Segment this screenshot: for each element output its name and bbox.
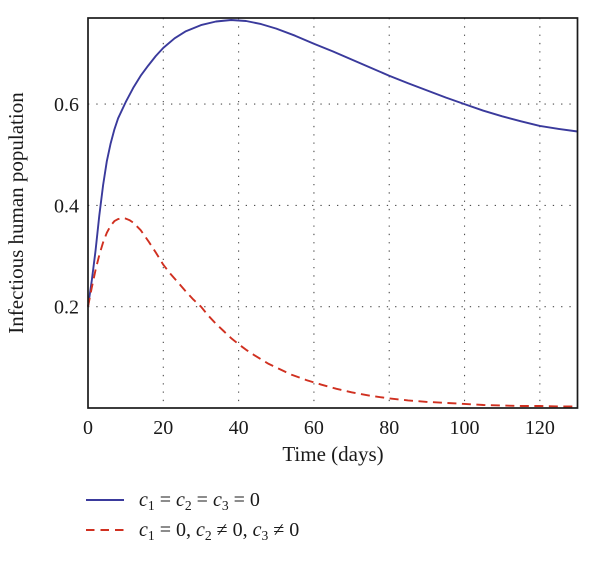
y-tick-label: 0.4 [54, 195, 79, 217]
legend-label-no-control: c1 = c2 = c3 = 0 [139, 489, 260, 513]
x-tick-label: 80 [379, 417, 399, 439]
series-baseline-line [87, 19, 578, 307]
gridlines [88, 18, 578, 408]
x-tick-label: 20 [153, 417, 173, 439]
y-axis-label: Infectious human population [4, 92, 28, 334]
plot-frame [87, 17, 579, 409]
y-tick-label: 0.2 [54, 297, 79, 319]
y-tick-label: 0.6 [54, 94, 79, 116]
x-tick-label: 120 [525, 417, 555, 439]
x-axis-tick-labels: 0 20 40 60 80 100 120 [83, 417, 555, 439]
legend: c1 = c2 = c3 = 0 c1 = 0, c2 ≠ 0, c3 ≠ 0 [86, 488, 299, 542]
data-series [87, 19, 578, 408]
x-tick-label: 0 [83, 417, 93, 439]
legend-label-with-control: c1 = 0, c2 ≠ 0, c3 ≠ 0 [139, 519, 300, 543]
x-axis-label: Time (days) [282, 442, 383, 466]
legend-item-no-control: c1 = c2 = c3 = 0 [86, 488, 299, 512]
line-chart: 0 20 40 60 80 100 120 0.2 0.4 0.6 Time (days) In… [4, 17, 579, 466]
series-control-line [87, 217, 578, 408]
legend-swatch-dashed-line-icon [86, 529, 124, 531]
legend-swatch-solid-line-icon [86, 499, 124, 501]
y-axis-tick-labels: 0.2 0.4 0.6 [54, 94, 79, 319]
x-tick-label: 40 [229, 417, 249, 439]
x-tick-label: 100 [450, 417, 480, 439]
x-tick-label: 60 [304, 417, 324, 439]
legend-item-with-control: c1 = 0, c2 ≠ 0, c3 ≠ 0 [86, 518, 299, 542]
